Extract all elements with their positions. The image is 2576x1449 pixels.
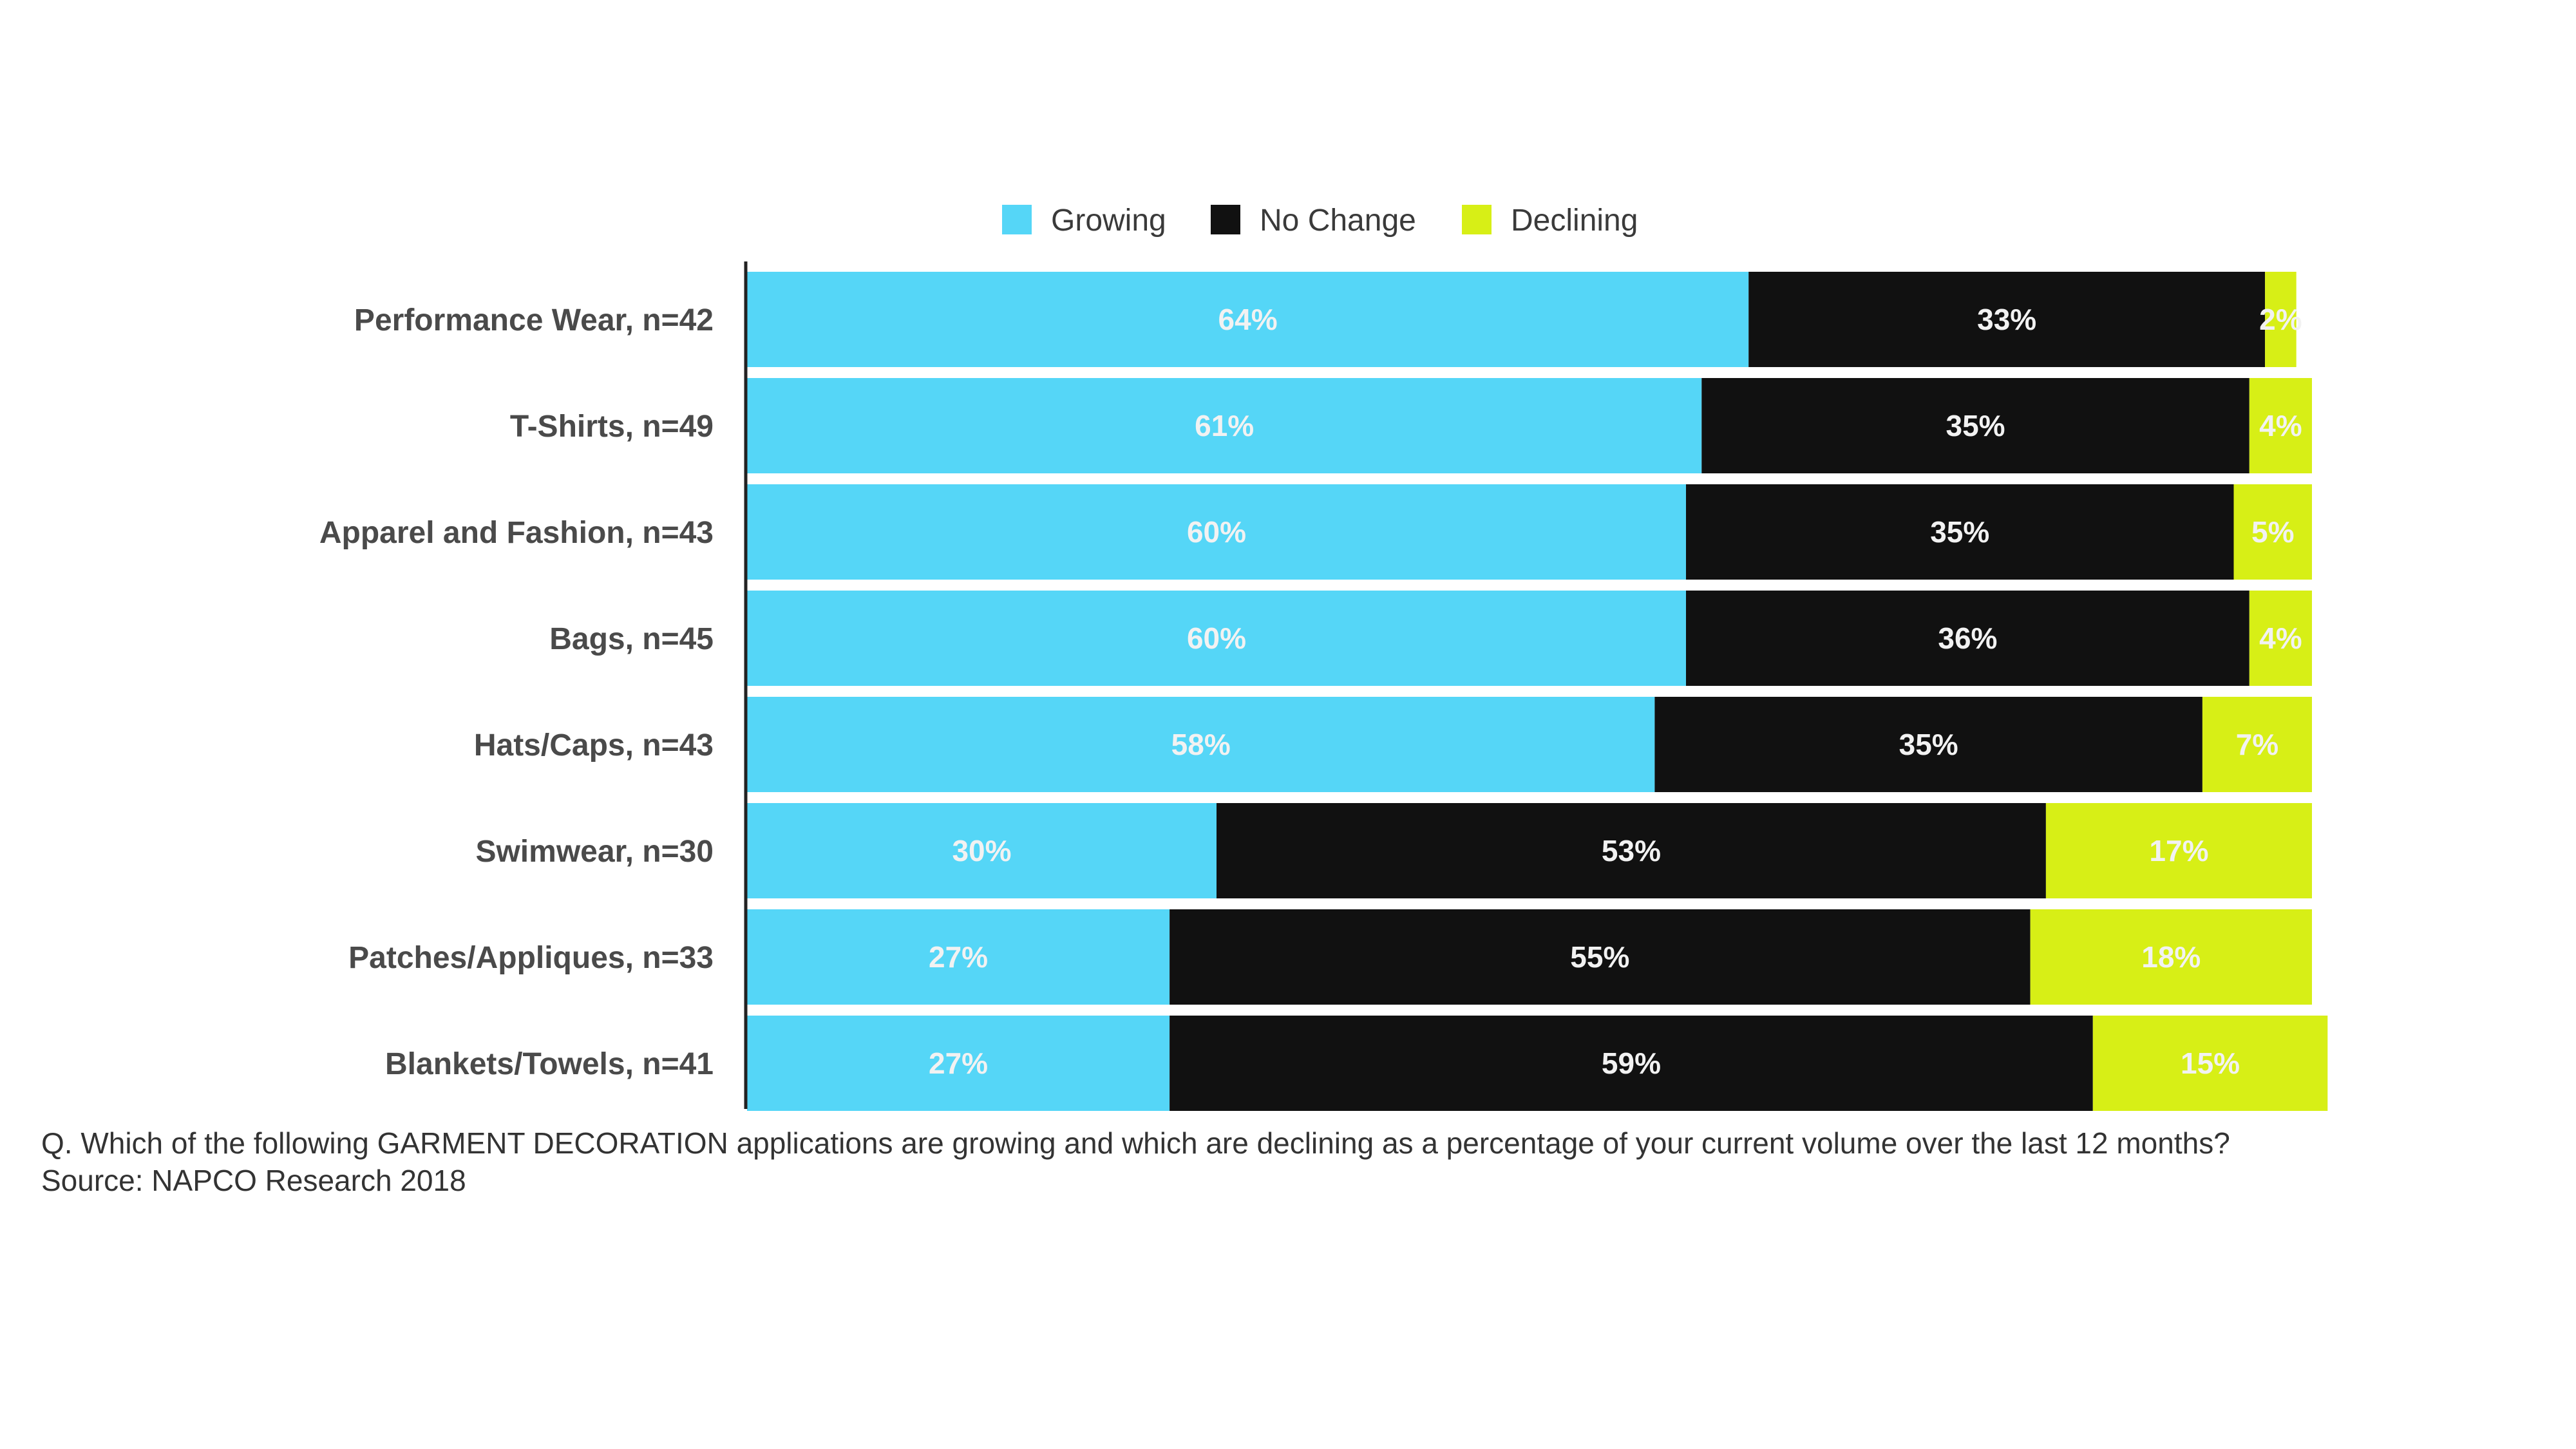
bar-segment <box>747 591 1686 686</box>
legend-swatch <box>1002 205 1032 234</box>
data-label: 64% <box>1218 303 1278 336</box>
data-label: 15% <box>2181 1046 2240 1080</box>
data-label: 36% <box>1938 621 1997 655</box>
data-label: 61% <box>1195 409 1254 442</box>
bar-segment <box>2233 484 2312 580</box>
bar-segment <box>1701 378 2249 473</box>
category-labels: Performance Wear, n=42 T-Shirts, n=49 Appa… <box>319 303 714 1081</box>
bar-segment <box>747 484 1686 580</box>
bar-segment <box>1654 697 2202 792</box>
bar-area: 64% 33% 2% 61% 35% 4% 60% 35% 5% 60% 36% 4% 58% 35% 7%… <box>747 272 2328 1111</box>
bar-segment <box>2045 803 2312 898</box>
data-label: 30% <box>952 834 1011 867</box>
bar-segment <box>2249 591 2312 686</box>
category-label: T-Shirts, n=49 <box>510 410 714 444</box>
data-label: 35% <box>1899 728 1958 761</box>
category-label: Patches/Appliques, n=33 <box>348 941 714 975</box>
bar-segment <box>747 272 1749 367</box>
bar-segment <box>2030 909 2312 1005</box>
data-label: 17% <box>2149 834 2208 867</box>
legend-swatch <box>1211 205 1240 234</box>
data-label: 60% <box>1187 515 1246 549</box>
legend-label: No Change <box>1260 204 1416 238</box>
legend-swatch <box>1462 205 1492 234</box>
bar-segment <box>747 378 1702 473</box>
data-label: 2% <box>2259 303 2302 336</box>
category-label: Hats/Caps, n=43 <box>474 728 714 762</box>
legend-label: Declining <box>1511 204 1638 238</box>
category-label: Apparel and Fashion, n=43 <box>319 516 714 550</box>
data-label: 5% <box>2251 515 2294 549</box>
question-note: Q. Which of the following GARMENT DECORA… <box>41 1126 2230 1160</box>
bar-segment <box>1748 272 2266 367</box>
data-label: 18% <box>2141 940 2201 974</box>
data-label: 60% <box>1187 621 1246 655</box>
category-label: Blankets/Towels, n=41 <box>385 1047 714 1081</box>
bar-segment <box>2092 1016 2328 1111</box>
data-label: 4% <box>2259 409 2302 442</box>
bar-segment <box>2249 378 2312 473</box>
data-label: 27% <box>929 1046 988 1080</box>
legend-label: Growing <box>1051 204 1166 238</box>
data-label: 27% <box>929 940 988 974</box>
data-label: 58% <box>1171 728 1231 761</box>
category-label: Swimwear, n=30 <box>475 835 714 869</box>
data-label: 53% <box>1602 834 1661 867</box>
source-note: Source: NAPCO Research 2018 <box>41 1164 466 1197</box>
bar-segment <box>1170 1016 2093 1111</box>
category-label: Performance Wear, n=42 <box>354 303 714 337</box>
chart-legend: Growing No Change Declining <box>1002 204 1638 238</box>
data-label: 35% <box>1930 515 1989 549</box>
bar-segment <box>1170 909 2031 1005</box>
bar-segment <box>2265 272 2297 367</box>
bar-segment <box>1217 803 2046 898</box>
category-label: Bags, n=45 <box>549 622 714 656</box>
data-label: 35% <box>1946 409 2005 442</box>
bar-segment <box>747 803 1217 898</box>
bar-segment <box>2202 697 2312 792</box>
data-label: 33% <box>1977 303 2036 336</box>
data-label: 7% <box>2236 728 2278 761</box>
data-label: 55% <box>1570 940 1629 974</box>
bar-segment <box>747 1016 1170 1111</box>
bar-segment <box>1686 591 2249 686</box>
data-label: 59% <box>1602 1046 1661 1080</box>
bar-segment <box>1686 484 2234 580</box>
bar-segment <box>747 697 1655 792</box>
bar-segment <box>747 909 1170 1005</box>
data-label: 4% <box>2259 621 2302 655</box>
